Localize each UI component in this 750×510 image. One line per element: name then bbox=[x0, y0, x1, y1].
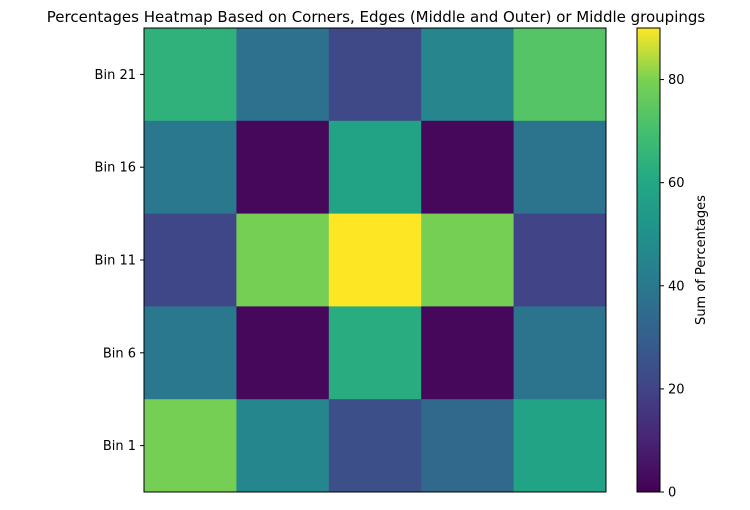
heatmap-cell bbox=[513, 306, 607, 400]
heatmap-cell bbox=[513, 28, 607, 122]
colorbar bbox=[636, 27, 661, 493]
colorbar-tick-label: 20 bbox=[668, 382, 685, 397]
heatmap-cell bbox=[236, 399, 330, 493]
heatmap-cell bbox=[328, 28, 422, 122]
heatmap-cell bbox=[236, 28, 330, 122]
heatmap-cell bbox=[513, 120, 607, 215]
heatmap-cell bbox=[421, 213, 515, 307]
colorbar-ticks: 0 20 40 60 80 bbox=[660, 73, 685, 501]
heatmap-cell bbox=[421, 120, 515, 215]
heatmap-cell bbox=[421, 28, 515, 122]
colorbar-tick-label: 60 bbox=[668, 176, 685, 191]
heatmap-cell bbox=[328, 213, 422, 307]
colorbar-tick-label: 40 bbox=[668, 279, 685, 294]
colorbar-label: Sum of Percentages bbox=[694, 195, 709, 325]
heatmap-cell bbox=[236, 306, 330, 400]
heatmap-cell bbox=[236, 120, 330, 215]
heatmap-cell bbox=[144, 306, 237, 400]
heatmap-cell bbox=[421, 306, 515, 400]
y-tick-label: Bin 21 bbox=[95, 68, 136, 83]
y-tick-label: Bin 1 bbox=[103, 439, 136, 454]
colorbar-tick-label: 80 bbox=[668, 73, 685, 88]
heatmap-cells bbox=[144, 28, 607, 493]
chart-title: Percentages Heatmap Based on Corners, Ed… bbox=[47, 8, 706, 26]
y-tick-label: Bin 16 bbox=[95, 161, 136, 176]
heatmap-cell bbox=[236, 213, 330, 307]
heatmap-cell bbox=[328, 120, 422, 215]
heatmap-cell bbox=[421, 399, 515, 493]
heatmap-cell bbox=[513, 213, 607, 307]
colorbar-tick-label: 0 bbox=[668, 486, 676, 501]
heatmap-cell bbox=[144, 399, 237, 493]
y-tick-label: Bin 11 bbox=[95, 254, 136, 269]
heatmap-cell bbox=[513, 399, 607, 493]
heatmap-cell bbox=[144, 28, 237, 122]
heatmap-cell bbox=[328, 399, 422, 493]
heatmap-cell bbox=[144, 213, 237, 307]
heatmap-cell bbox=[328, 306, 422, 400]
y-axis-ticks: Bin 21 Bin 16 Bin 11 Bin 6 Bin 1 bbox=[95, 68, 144, 454]
heatmap-cell bbox=[144, 120, 237, 215]
y-tick-label: Bin 6 bbox=[103, 346, 136, 361]
